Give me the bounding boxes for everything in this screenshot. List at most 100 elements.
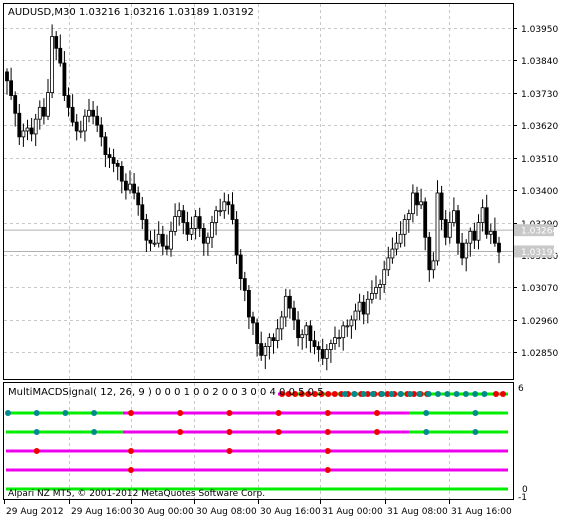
candle-body xyxy=(472,230,477,241)
candle-body xyxy=(246,290,251,318)
price-label: 1.03620 xyxy=(521,122,558,132)
candle-body xyxy=(169,230,173,250)
candle-body xyxy=(164,245,169,250)
indicator-dot-teal xyxy=(351,391,358,397)
indicator-dot-red xyxy=(374,429,380,435)
candle-body xyxy=(152,242,157,245)
candle-body xyxy=(177,210,182,217)
candle-body xyxy=(13,95,18,114)
candle-body xyxy=(181,210,186,223)
candle-body xyxy=(267,337,272,347)
indicator-dot-teal xyxy=(444,391,451,397)
candle-body xyxy=(312,340,317,347)
candle-body xyxy=(193,216,198,229)
candle-body xyxy=(374,287,378,294)
candle-body xyxy=(447,222,452,238)
candle-body xyxy=(275,328,280,342)
indicator-dot-teal xyxy=(33,429,40,435)
price-axis: 1.03950 1.03840 1.03730 1.03620 1.03510 1.034… xyxy=(513,25,558,359)
candle-body xyxy=(238,254,243,280)
indicator-dot-teal xyxy=(407,391,414,397)
candle-body xyxy=(201,228,206,244)
candle-body xyxy=(410,192,415,215)
candle-body xyxy=(353,310,358,321)
indicator-dot-red xyxy=(493,391,499,397)
candle-body xyxy=(78,130,83,133)
candle-body xyxy=(111,157,116,164)
candle-body xyxy=(402,219,407,235)
candle-body xyxy=(259,343,264,356)
reference-price-tag xyxy=(514,224,554,237)
candle-body xyxy=(349,319,354,327)
indicator-dot-teal xyxy=(379,391,386,397)
candle-body xyxy=(251,316,255,324)
time-label: 31 Aug 16:00 xyxy=(451,507,512,517)
indicator-dot-teal xyxy=(453,391,460,397)
candle-body xyxy=(66,95,71,108)
candle-body xyxy=(419,201,424,206)
indicator-dot-red xyxy=(128,410,134,416)
candle-body xyxy=(132,183,137,194)
indicator-dot-teal xyxy=(423,410,430,416)
time-label: 31 Aug 00:00 xyxy=(322,507,383,517)
candle-body xyxy=(476,222,481,241)
indicator-dot-teal xyxy=(5,410,11,416)
candle-body xyxy=(398,233,403,244)
time-label: 30 Aug 00:00 xyxy=(133,507,194,517)
indicator-dot-teal xyxy=(472,391,479,397)
candle-body xyxy=(427,236,432,271)
indicator-title: MultiMACDSignal( 12, 26, 9 ) 0 0 0 1 0 0… xyxy=(8,387,324,398)
candle-body xyxy=(29,127,34,135)
candle-body xyxy=(308,325,313,342)
indicator-dot-red xyxy=(279,391,285,397)
price-label: 1.03070 xyxy=(521,284,558,294)
price-label: 1.03840 xyxy=(521,57,558,67)
candle-body xyxy=(74,121,79,132)
candle-body xyxy=(37,106,42,120)
candle-body xyxy=(497,242,501,253)
candle-body xyxy=(480,207,485,223)
candle-body xyxy=(87,109,91,117)
indicator-dot-red xyxy=(318,391,325,397)
indicator-scale-top: 6 xyxy=(518,384,524,394)
time-axis: 29 Aug 2012 29 Aug 16:00 30 Aug 00:00 30 Au… xyxy=(4,500,512,517)
candle-body xyxy=(173,216,178,232)
candle-body xyxy=(9,80,14,96)
indicator-scale-zero: 0 xyxy=(522,485,528,495)
chart-title: AUDUSD,M30 1.03216 1.03216 1.03189 1.031… xyxy=(8,7,254,18)
candle-body xyxy=(390,248,395,259)
candle-body xyxy=(136,192,141,206)
candle-body xyxy=(279,316,284,330)
indicator-dot-red xyxy=(312,391,318,397)
candle-body xyxy=(62,62,67,96)
indicator-scale-neg: -1 xyxy=(518,493,527,503)
indicator-dot-red xyxy=(324,429,331,435)
candle-body xyxy=(50,36,54,93)
candle-body xyxy=(287,295,292,309)
indicator-dot-teal xyxy=(425,391,432,397)
indicator-dot-red xyxy=(305,391,312,397)
candle-body xyxy=(345,325,350,328)
candle-body xyxy=(128,183,132,191)
indicator-dot-red xyxy=(324,410,331,416)
candle-body xyxy=(333,337,337,344)
indicator-dot-teal xyxy=(33,410,40,416)
candle-body xyxy=(218,210,223,213)
candle-body xyxy=(316,346,321,350)
candle-body xyxy=(107,154,112,158)
indicator-dot-red xyxy=(324,448,331,454)
candle-body xyxy=(456,210,460,244)
candle-body xyxy=(95,115,100,126)
candle-body xyxy=(378,284,383,288)
indicator-dot-teal xyxy=(416,391,423,397)
candle-body xyxy=(357,301,362,312)
candle-body xyxy=(46,92,50,117)
price-label: 1.03510 xyxy=(521,155,558,165)
indicator-dot-teal xyxy=(91,429,98,435)
candle-body xyxy=(304,325,309,336)
reference-price-tag-label: 1.03264 xyxy=(521,227,558,237)
candle-body xyxy=(115,163,120,167)
indicator-dot-teal xyxy=(462,391,469,397)
